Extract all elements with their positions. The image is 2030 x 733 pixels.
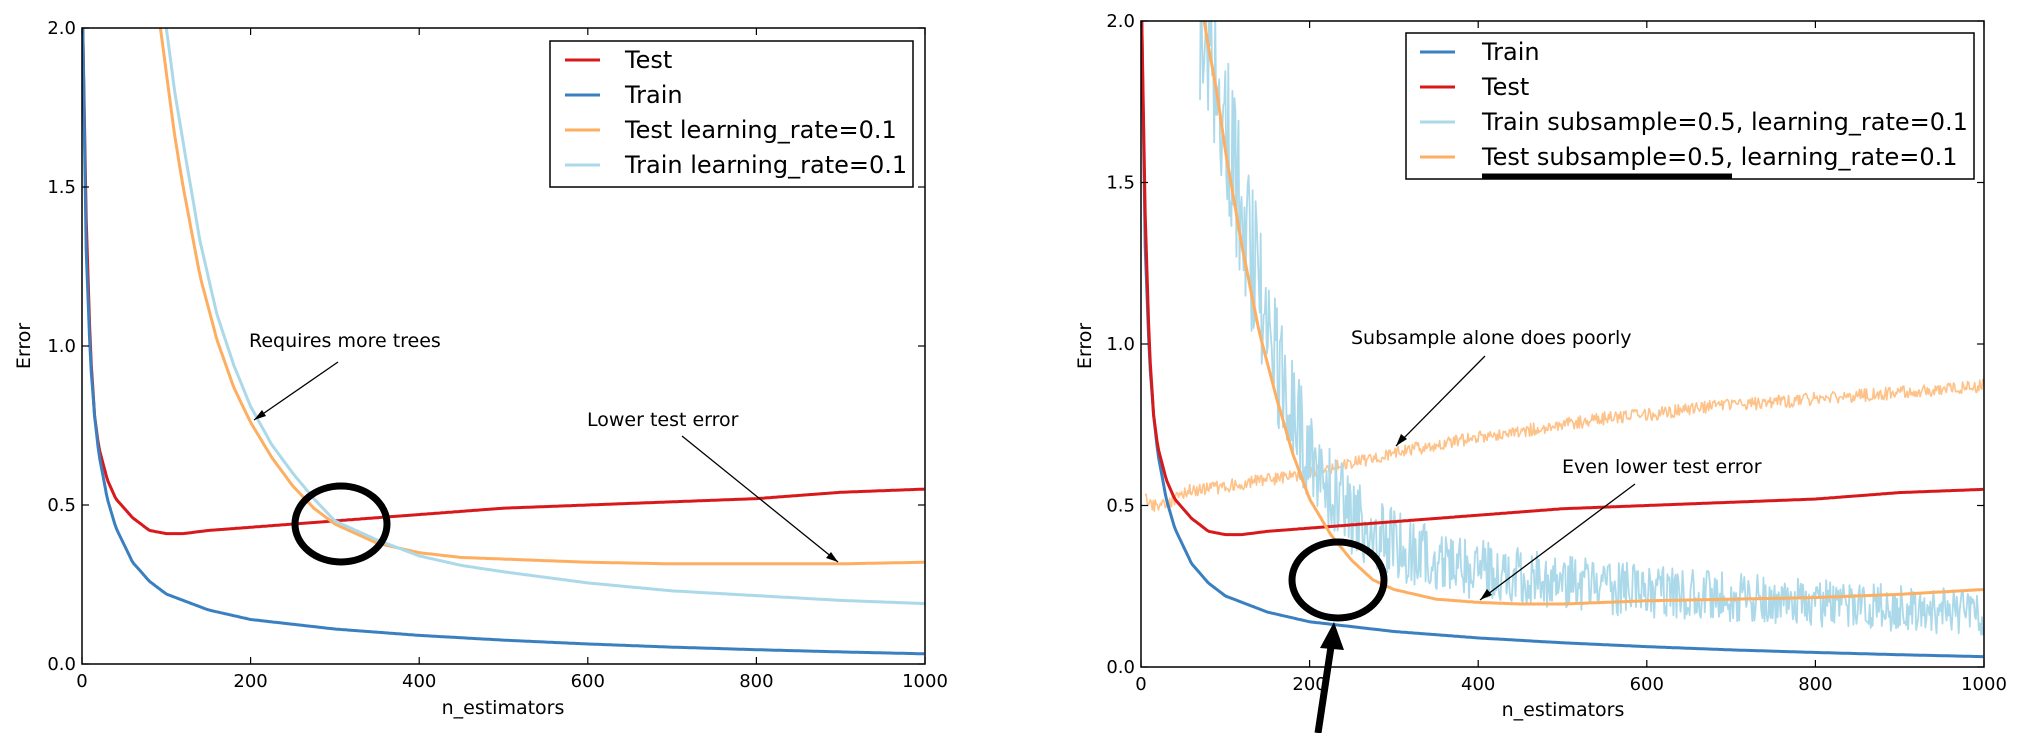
ytick-label-right-4: 2.0 — [1106, 11, 1135, 32]
highlight-arrowhead-right — [1320, 622, 1344, 650]
ytick-label-right-1: 0.5 — [1106, 496, 1135, 517]
xtick-label-left-3: 600 — [571, 671, 605, 692]
ytick-label-right-0: 0.0 — [1106, 657, 1135, 678]
annotation-subsample-alone: Subsample alone does poorly — [1351, 327, 1632, 349]
ytick-label-right-2: 1.0 — [1106, 334, 1135, 355]
chart-right-legend-box — [1405, 32, 1975, 180]
xtick-label-left-2: 400 — [402, 671, 436, 692]
annotation-arrowhead-lower-test-error — [826, 552, 838, 562]
annotation-even-lower: Even lower test error — [1562, 456, 1762, 478]
chart-left-ticks: 0 200 400 600 800 1000 0.0 0.5 1.0 1.5 2.0 — [47, 18, 948, 692]
annotation-arrowhead-subsample-alone — [1396, 434, 1407, 446]
chart-right-ylabel: Error — [1074, 323, 1096, 370]
legend-label-test-lr: Test learning_rate=0.1 — [624, 116, 897, 144]
chart-left-series — [82, 28, 925, 656]
chart-right: 0 200 400 600 800 1000 0.0 0.5 1.0 1.5 2.0 n_estim… — [1074, 11, 2007, 733]
xtick-label-left-4: 800 — [739, 671, 773, 692]
ytick-label-left-1: 0.5 — [47, 495, 76, 516]
chart-left: 0 200 400 600 800 1000 0.0 0.5 1.0 1.5 2.0 n_estim… — [13, 18, 948, 719]
series-line-right-1 — [1141, 21, 1984, 537]
annotation-lower-test-error: Lower test error — [587, 409, 739, 431]
annotation-arrow-even-lower — [1479, 483, 1636, 601]
chart-right-xlabel: n_estimators — [1502, 699, 1625, 721]
chart-left-ylabel: Error — [13, 323, 35, 370]
ytick-label-left-0: 0.0 — [47, 654, 76, 675]
highlight-arrow-right — [1314, 639, 1336, 733]
series-line-right-4 — [1144, 378, 1984, 513]
highlight-circle-left — [291, 482, 391, 566]
annotation-arrow-lower-test-error — [681, 435, 839, 563]
xtick-label-right-3: 600 — [1630, 674, 1664, 695]
legend-label-train-sub: Train subsample=0.5, learning_rate=0.1 — [1481, 108, 1968, 136]
legend-label-test-r: Test — [1481, 73, 1529, 101]
ytick-label-left-2: 1.0 — [47, 336, 76, 357]
chart-left-xlabel: n_estimators — [442, 697, 565, 719]
annotation-requires-more-trees: Requires more trees — [249, 330, 441, 352]
annotation-arrow-subsample-alone — [1395, 355, 1486, 447]
series-line-left-0 — [82, 28, 925, 536]
series-line-left-3 — [164, 28, 925, 606]
xtick-label-left-1: 200 — [233, 671, 267, 692]
xtick-label-left-5: 1000 — [902, 671, 948, 692]
annotation-arrowhead-even-lower — [1480, 589, 1492, 600]
chart-left-legend: Test Train Test learning_rate=0.1 Train … — [549, 40, 914, 188]
xtick-label-right-4: 800 — [1798, 674, 1832, 695]
legend-label-train-lr: Train learning_rate=0.1 — [624, 151, 907, 179]
series-line-right-0 — [1141, 21, 1984, 659]
legend-label-test-sub: Test subsample=0.5, learning_rate=0.1 — [1481, 143, 1958, 171]
annotation-arrow-requires-more-trees — [253, 361, 339, 421]
annotation-arrowhead-requires-more-trees — [254, 410, 266, 420]
xtick-label-right-5: 1000 — [1961, 674, 2007, 695]
chart-right-legend: Train Test Train subsample=0.5, learning… — [1405, 32, 1975, 180]
xtick-label-right-2: 400 — [1461, 674, 1495, 695]
ytick-label-left-3: 1.5 — [47, 177, 76, 198]
legend-label-train-r: Train — [1481, 38, 1540, 66]
highlight-circle-right — [1288, 538, 1388, 622]
xtick-label-right-0: 0 — [1135, 674, 1146, 695]
chart-left-legend-box — [549, 40, 914, 188]
legend-label-test: Test — [624, 46, 672, 74]
ytick-label-left-4: 2.0 — [47, 18, 76, 39]
legend-label-train: Train — [624, 81, 683, 109]
series-line-left-1 — [82, 28, 925, 656]
xtick-label-left-0: 0 — [76, 671, 87, 692]
series-line-left-2 — [158, 28, 925, 566]
ytick-label-right-3: 1.5 — [1106, 173, 1135, 194]
xtick-label-right-1: 200 — [1292, 674, 1326, 695]
chart-right-ticks: 0 200 400 600 800 1000 0.0 0.5 1.0 1.5 2.0 — [1106, 11, 2007, 695]
